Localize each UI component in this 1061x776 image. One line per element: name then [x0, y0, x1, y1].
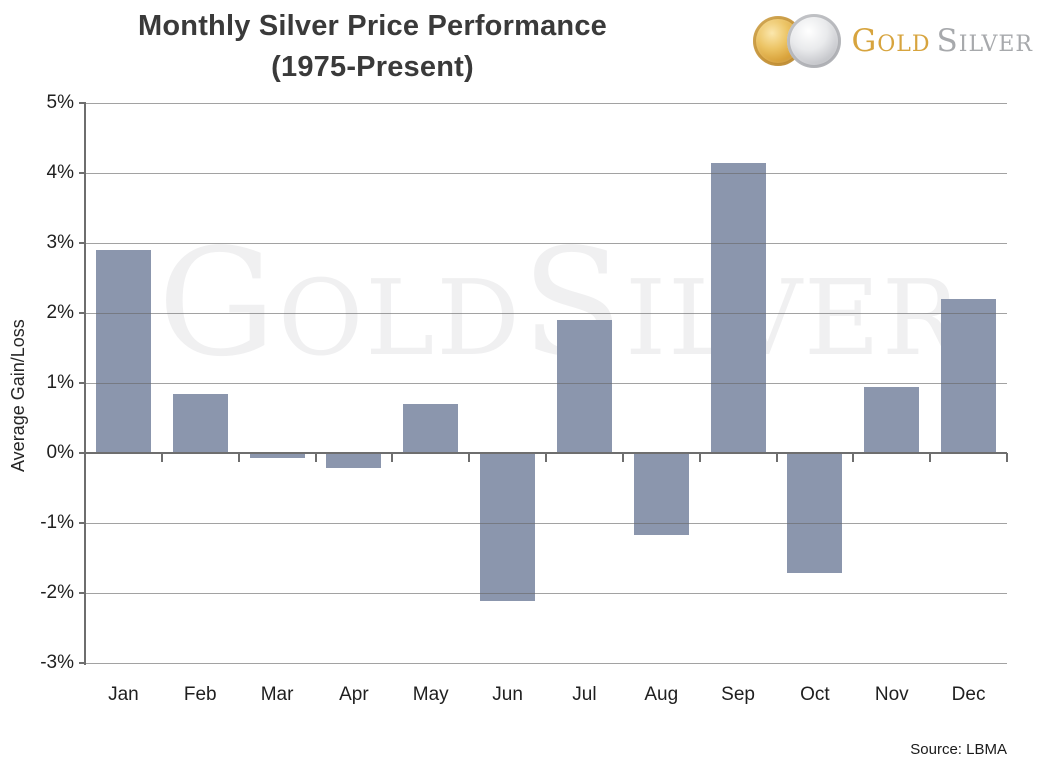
chart-title-line1: Monthly Silver Price Performance	[138, 10, 607, 42]
source-note: Source: LBMA	[910, 741, 1007, 758]
x-tick-label-dec: Dec	[951, 684, 986, 705]
x-tick-label-feb: Feb	[183, 684, 217, 705]
x-axis-tick	[160, 453, 163, 462]
gridline--3%	[85, 662, 1007, 664]
bar-apr	[326, 454, 382, 468]
y-axis-tick	[79, 172, 85, 174]
bar-jul	[556, 320, 612, 453]
goldsilver-logo: Gold Silver	[753, 10, 1033, 72]
silver-coin-icon	[787, 14, 842, 68]
bar-oct	[787, 454, 843, 573]
logo-silver-text: Silver	[936, 22, 1033, 59]
x-tick-label-may: May	[412, 684, 449, 705]
x-axis-tick	[929, 453, 932, 462]
y-tick-label--3%: -3%	[40, 652, 74, 673]
gridline--1%	[85, 522, 1007, 524]
y-tick-label--1%: -1%	[40, 512, 74, 533]
y-axis-tick	[79, 102, 85, 104]
x-axis-tick	[545, 453, 547, 462]
bar-jun	[480, 454, 536, 601]
plot-area: GoldSilver	[79, 102, 1008, 664]
x-axis-tick	[391, 453, 394, 462]
x-tick-label-aug: Aug	[644, 684, 679, 705]
y-axis-tick	[79, 312, 85, 314]
y-axis-tick	[79, 662, 85, 664]
x-tick-label-apr: Apr	[339, 684, 369, 705]
gridline-3%	[85, 242, 1007, 244]
y-axis-line	[84, 102, 86, 665]
x-axis-tick	[314, 453, 317, 462]
bar-dec	[941, 299, 997, 453]
gridline-1%	[85, 382, 1007, 384]
gridline--2%	[85, 592, 1007, 594]
bar-sep	[710, 162, 766, 453]
x-axis-tick	[698, 453, 701, 462]
x-axis-tick	[237, 453, 240, 462]
y-axis-tick	[79, 242, 85, 244]
y-tick-label-4%: 4%	[46, 162, 74, 183]
chart-title-line2: (1975-Present)	[271, 51, 474, 83]
gridline-5%	[85, 102, 1007, 104]
x-axis-tick	[468, 453, 471, 462]
x-tick-label-jul: Jul	[572, 684, 597, 705]
y-axis-tick	[79, 382, 85, 384]
y-axis-tick	[79, 452, 85, 454]
logo-wordmark: Gold Silver	[851, 22, 1033, 59]
y-tick-label-3%: 3%	[46, 232, 74, 253]
bar-mar	[249, 454, 305, 458]
x-tick-label-nov: Nov	[874, 684, 909, 705]
y-axis-tick	[79, 592, 85, 594]
y-axis-tick	[79, 522, 85, 524]
y-tick-label-5%: 5%	[46, 92, 74, 113]
y-tick-label-2%: 2%	[46, 302, 74, 323]
x-axis-tick	[775, 453, 778, 462]
x-axis-tick	[621, 453, 624, 462]
x-tick-label-jun: Jun	[492, 684, 523, 705]
bar-feb	[172, 393, 228, 453]
y-tick-label-0%: 0%	[46, 442, 74, 463]
bar-nov	[864, 386, 920, 453]
bar-may	[403, 404, 459, 453]
x-tick-label-mar: Mar	[260, 684, 294, 705]
bar-jan	[95, 250, 151, 453]
x-tick-label-jan: Jan	[108, 684, 139, 705]
x-axis-tick	[852, 453, 855, 462]
logo-gold-text: Gold	[851, 22, 931, 59]
gridline-4%	[85, 172, 1007, 174]
y-tick-label-1%: 1%	[46, 372, 74, 393]
chart-title: Monthly Silver Price Performance (1975-P…	[85, 6, 660, 88]
y-tick-label--2%: -2%	[40, 582, 74, 603]
x-tick-label-oct: Oct	[800, 684, 830, 705]
gridline-2%	[85, 312, 1007, 314]
bar-aug	[633, 454, 689, 535]
x-tick-label-sep: Sep	[721, 684, 755, 705]
x-axis-tick	[1006, 453, 1008, 462]
